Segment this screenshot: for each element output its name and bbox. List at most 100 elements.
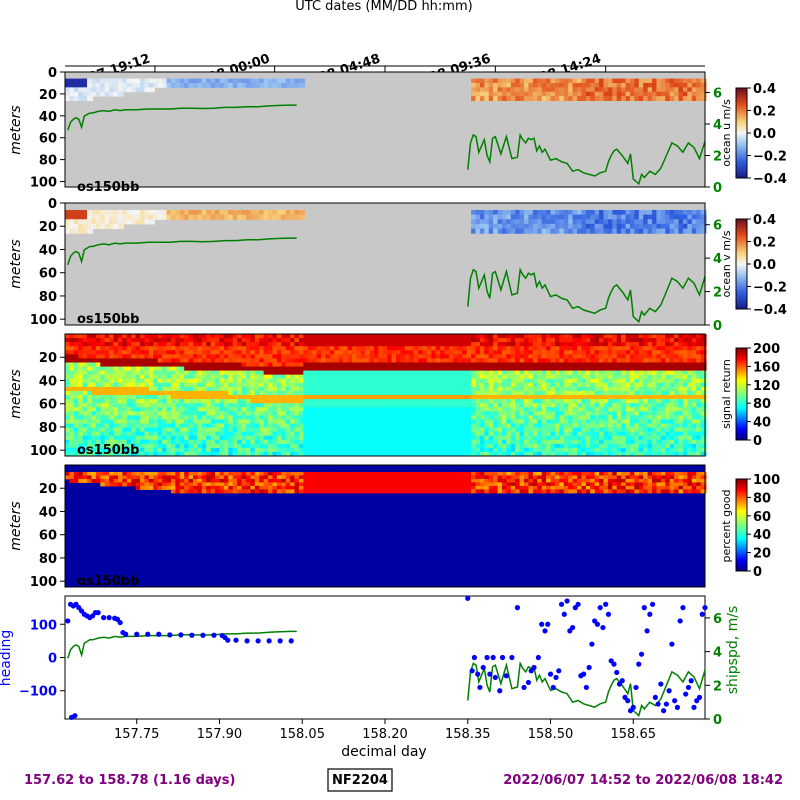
heatmap-cell [162, 443, 169, 449]
heatmap-cell [250, 390, 257, 396]
heatmap-cell [497, 87, 504, 93]
heatmap-cell [65, 382, 71, 388]
heatmap-cell [660, 96, 667, 101]
heatmap-cell [316, 346, 323, 351]
heatmap-cell [153, 358, 160, 363]
heatmap-cell [506, 82, 513, 88]
heatmap-cell [563, 427, 570, 433]
heatmap-cell [594, 427, 601, 433]
heatmap-cell [391, 362, 398, 368]
heatmap-cell [625, 423, 632, 429]
heatmap-cell [660, 214, 667, 220]
heatmap-cell [219, 346, 226, 351]
heatmap-cell [625, 435, 632, 441]
heatmap-cell [254, 354, 261, 359]
heatmap-cell [95, 443, 102, 449]
heatmap-cell [228, 378, 235, 384]
heatmap-cell [245, 427, 252, 433]
heatmap-cell [365, 366, 372, 372]
heatmap-cell [184, 431, 191, 437]
heatmap-cell [373, 423, 380, 429]
heatmap-cell [621, 403, 628, 408]
heatmap-cell [541, 447, 548, 453]
heatmap-cell [577, 374, 583, 380]
heatmap-cell [568, 435, 575, 441]
heatmap-cell [307, 415, 314, 420]
heatmap-cell [550, 78, 557, 84]
heatmap-cell [607, 431, 614, 437]
heatmap-cell [590, 451, 597, 457]
heatmap-cell [104, 350, 111, 355]
heatmap-cell [378, 334, 385, 339]
heatmap-cell [691, 91, 698, 97]
heatmap-cell [453, 411, 460, 416]
heatmap-cell [303, 427, 310, 433]
heatmap-cell [652, 374, 659, 380]
heatmap-cell [369, 407, 376, 412]
heatmap-cell [656, 411, 663, 416]
heatmap-cell [519, 415, 526, 420]
heatmap-cell [674, 96, 681, 101]
heatmap-cell [431, 350, 438, 355]
heatmap-cell [109, 399, 116, 404]
heatmap-cell [175, 443, 182, 449]
heatmap-cell [69, 378, 76, 384]
heatmap-cell [528, 358, 535, 363]
heatmap-cell [259, 407, 266, 412]
heatmap-cell [237, 78, 244, 84]
heatmap-cell [351, 403, 358, 408]
heatmap-cell [135, 427, 142, 433]
heatmap-cell [590, 439, 597, 445]
heatmap-cell [616, 338, 623, 343]
heatmap-cell [369, 439, 376, 445]
heatmap-cell [638, 415, 645, 420]
heatmap-cell [577, 443, 583, 449]
heatmap-cell [360, 362, 367, 368]
heatmap-cell [378, 447, 385, 453]
heatmap-cell [148, 431, 155, 437]
y-tick-label: 60 [39, 267, 57, 282]
heatmap-cell [95, 374, 102, 380]
heatmap-cell [625, 96, 632, 101]
heatmap-cell [351, 346, 358, 351]
heatmap-cell [65, 419, 71, 424]
heatmap-cell [144, 423, 151, 429]
heatmap-cell [563, 350, 570, 355]
heatmap-cell [537, 223, 544, 230]
heatmap-cell [219, 358, 226, 363]
heatmap-cell [515, 407, 522, 412]
heatmap-cell [113, 451, 120, 457]
heatmap-cell [144, 443, 151, 449]
heatmap-cell [254, 362, 261, 368]
heatmap-cell [577, 431, 583, 437]
heatmap-cell [418, 374, 425, 380]
heatmap-cell [131, 342, 138, 347]
heatmap-cell [515, 87, 522, 93]
heatmap-cell [674, 78, 681, 84]
heatmap-cell [122, 403, 129, 408]
heatmap-cell [568, 214, 575, 220]
heatmap-cell [400, 374, 407, 380]
heatmap-cell [329, 334, 336, 339]
heatmap-cell [237, 451, 244, 457]
heatmap-cell [228, 78, 235, 84]
heatmap-cell [65, 209, 71, 216]
heatmap-cell [232, 423, 239, 429]
heatmap-cell [585, 209, 592, 216]
heatmap-cell [140, 431, 147, 437]
heatmap-cell [290, 407, 297, 412]
heatmap-cell [109, 447, 116, 453]
heatmap-cell [197, 82, 204, 88]
heatmap-cell [603, 338, 610, 343]
heatmap-cell [471, 214, 478, 220]
heatmap-cell [682, 209, 689, 216]
heatmap-cell [95, 214, 102, 220]
heatmap-cell [391, 378, 398, 384]
heatmap-cell [691, 96, 698, 101]
heatmap-cell [656, 366, 663, 372]
heatmap-cell [607, 342, 614, 347]
heatmap-cell [607, 370, 614, 376]
heatmap-cell [250, 382, 257, 388]
heatmap-cell [382, 338, 389, 343]
heatmap-cell [215, 78, 222, 84]
